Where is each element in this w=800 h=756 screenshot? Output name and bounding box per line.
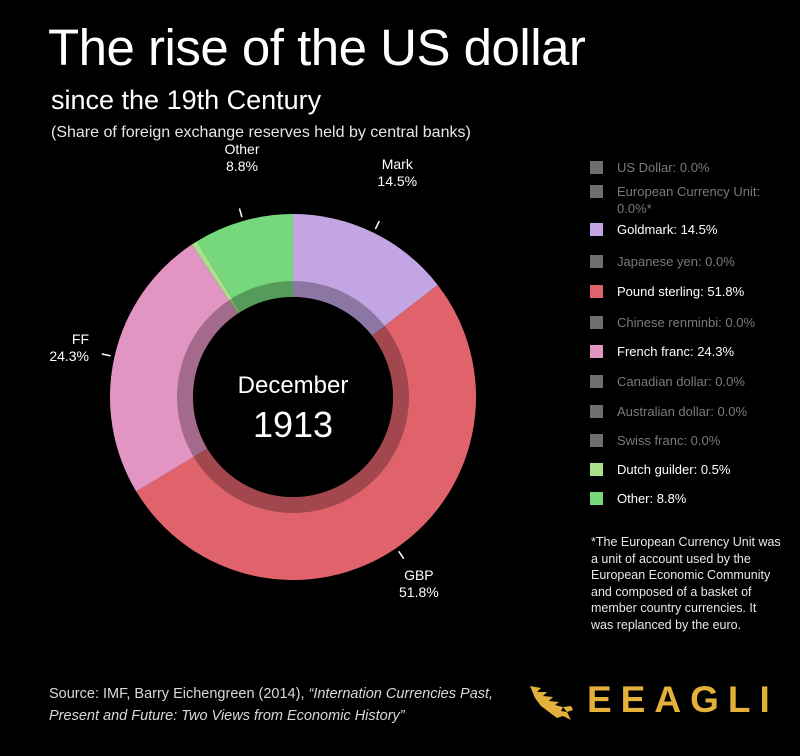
donut-hole: [193, 297, 393, 497]
slice-gbp: [136, 284, 477, 581]
slice-mark: [293, 214, 438, 336]
label-tick: [398, 550, 405, 560]
slice-label: FF: [72, 331, 89, 347]
legend-label: Swiss franc: 0.0%: [617, 433, 721, 448]
footnote: *The European Currency Unit was a unit o…: [591, 535, 781, 632]
legend-swatch: [590, 161, 603, 174]
legend-swatch: [590, 345, 603, 358]
source-title-line1: “Internation Currencies Past,: [308, 686, 494, 702]
legend-label: European Currency Unit: 0.0%*: [617, 184, 761, 216]
slice-value-label: 8.8%: [226, 158, 258, 174]
legend-item: Other: 8.8%: [590, 490, 787, 507]
legend-label: Chinese renminbi: 0.0%: [617, 315, 756, 330]
legend-swatch: [590, 463, 603, 476]
legend-swatch: [590, 185, 603, 198]
legend-label: Pound sterling: 51.8%: [617, 284, 745, 299]
center-month: December: [238, 372, 349, 399]
source-citation: Source: IMF, Barry Eichengreen (2014), “…: [49, 683, 493, 727]
slice-value-label: 14.5%: [377, 173, 417, 189]
legend-swatch: [590, 316, 603, 329]
legend-item: Pound sterling: 51.8%: [590, 283, 787, 300]
label-tick: [238, 208, 243, 218]
legend-swatch: [590, 285, 603, 298]
legend-label: Other: 8.8%: [617, 491, 687, 506]
chart-title: The rise of the US dollar: [48, 19, 586, 76]
legend-item: Goldmark: 14.5%: [590, 221, 787, 238]
legend-label: Australian dollar: 0.0%: [617, 404, 748, 419]
legend-item: Swiss franc: 0.0%: [590, 432, 787, 449]
label-tick: [101, 353, 111, 357]
legend-label: Japanese yen: 0.0%: [617, 254, 735, 269]
legend-item: Australian dollar: 0.0%: [590, 403, 787, 420]
legend-label: Dutch guilder: 0.5%: [617, 462, 731, 477]
chart-description: (Share of foreign exchange reserves held…: [51, 124, 471, 141]
source-prefix: Source: IMF, Barry Eichengreen (2014),: [49, 686, 309, 702]
slice-value-label: 24.3%: [49, 348, 89, 364]
slice-value-label: 51.8%: [399, 584, 439, 600]
label-tick: [374, 220, 380, 230]
logo-text: EEAGLI: [587, 679, 779, 720]
legend-item: French franc: 24.3%: [590, 343, 787, 360]
chart-subtitle: since the 19th Century: [51, 85, 322, 115]
legend-item: Canadian dollar: 0.0%: [590, 373, 787, 390]
legend-swatch: [590, 223, 603, 236]
source-title-line2: Present and Future: Two Views from Econo…: [49, 708, 405, 724]
slice-dutch-guilder: [191, 241, 241, 314]
legend-item: US Dollar: 0.0%: [590, 159, 787, 176]
legend-item: Dutch guilder: 0.5%: [590, 461, 787, 478]
legend-swatch: [590, 434, 603, 447]
legend-swatch: [590, 255, 603, 268]
legend-swatch: [590, 405, 603, 418]
legend-item: European Currency Unit: 0.0%*: [590, 183, 787, 217]
center-year: 1913: [253, 404, 333, 445]
legend-label: US Dollar: 0.0%: [617, 160, 710, 175]
legend-label: Goldmark: 14.5%: [617, 222, 718, 237]
legend-item: Japanese yen: 0.0%: [590, 253, 787, 270]
slice-ff: [109, 244, 238, 492]
slice-label: Other: [224, 141, 259, 157]
legend-item: Chinese renminbi: 0.0%: [590, 314, 787, 331]
slice-label: GBP: [404, 567, 434, 583]
legend-label: French franc: 24.3%: [617, 344, 735, 359]
legend-swatch: [590, 375, 603, 388]
legend-label: Canadian dollar: 0.0%: [617, 374, 745, 389]
legend-swatch: [590, 492, 603, 505]
logo: EEAGLI: [527, 676, 779, 724]
eagle-icon: [530, 686, 573, 720]
slice-label: Mark: [382, 156, 414, 172]
slice-other: [196, 214, 293, 312]
